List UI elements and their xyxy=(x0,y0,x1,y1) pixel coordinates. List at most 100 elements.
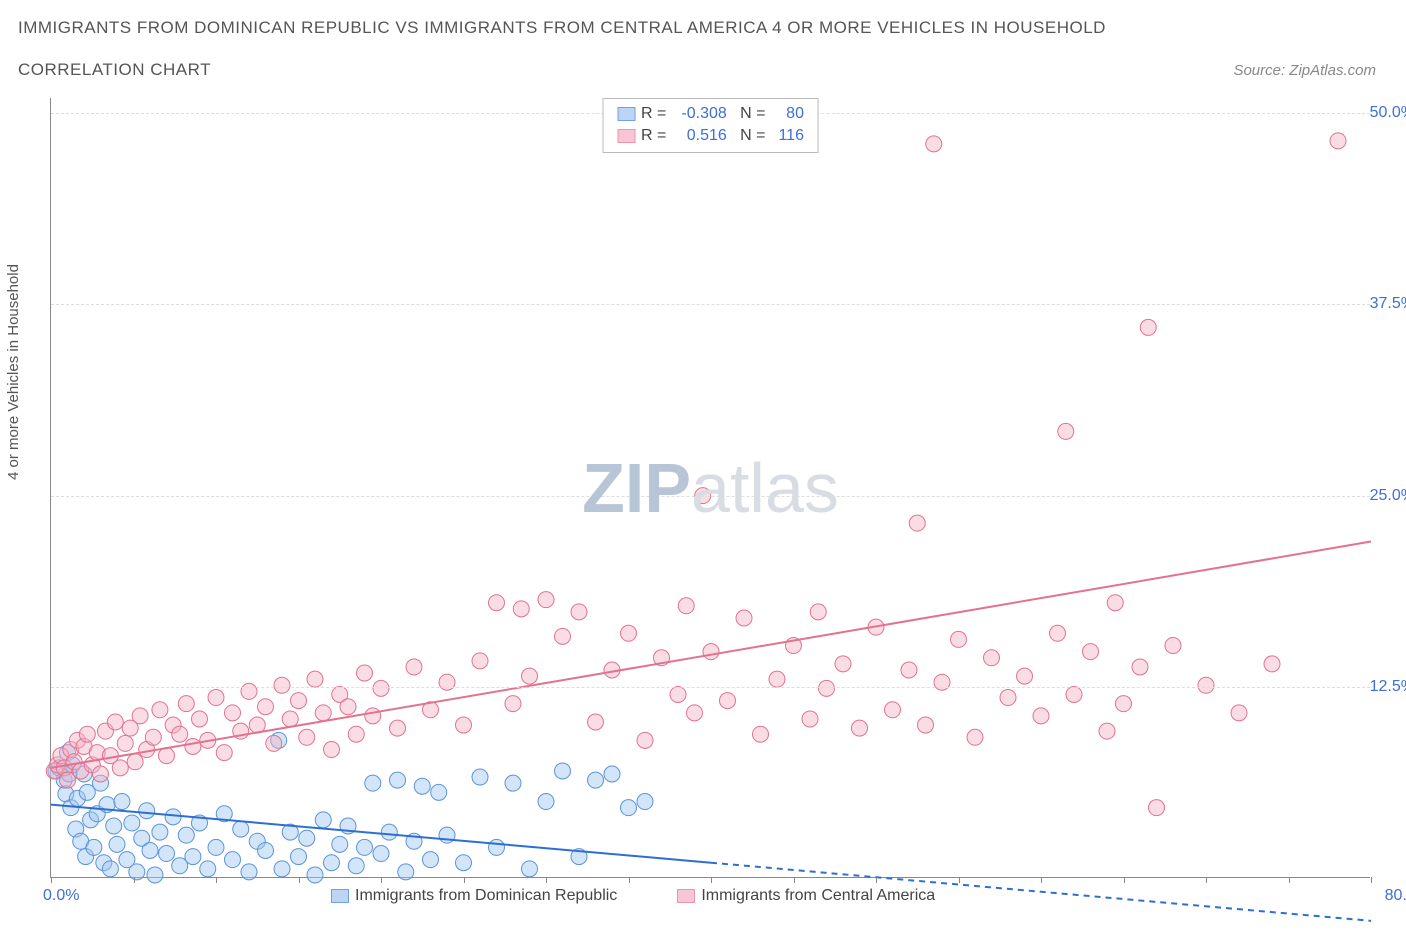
stats-legend-row: R = -0.308 N = 80 xyxy=(617,103,804,125)
scatter-point xyxy=(1050,625,1066,641)
scatter-point xyxy=(132,708,148,724)
scatter-point xyxy=(852,720,868,736)
x-tick-mark xyxy=(794,877,795,883)
scatter-point xyxy=(225,852,241,868)
chart-title-line2: CORRELATION CHART xyxy=(18,60,211,80)
y-tick-label: 37.5% xyxy=(1370,295,1406,313)
scatter-point xyxy=(538,794,554,810)
scatter-point xyxy=(736,610,752,626)
scatter-point xyxy=(489,839,505,855)
scatter-point xyxy=(365,775,381,791)
scatter-point xyxy=(114,794,130,810)
trend-line xyxy=(51,542,1371,768)
scatter-point xyxy=(348,726,364,742)
scatter-point xyxy=(274,677,290,693)
scatter-point xyxy=(909,515,925,531)
scatter-point xyxy=(216,745,232,761)
scatter-point xyxy=(1066,686,1082,702)
scatter-point xyxy=(819,680,835,696)
scatter-point xyxy=(769,671,785,687)
scatter-point xyxy=(901,662,917,678)
scatter-point xyxy=(588,714,604,730)
scatter-point xyxy=(233,821,249,837)
scatter-point xyxy=(208,839,224,855)
gridline-h xyxy=(51,687,1370,688)
y-axis-label: 4 or more Vehicles in Household xyxy=(5,264,22,480)
scatter-point xyxy=(107,714,123,730)
scatter-point xyxy=(185,849,201,865)
x-tick-mark xyxy=(1124,877,1125,883)
scatter-point xyxy=(282,711,298,727)
y-tick-label: 12.5% xyxy=(1370,678,1406,696)
scatter-point xyxy=(185,738,201,754)
scatter-point xyxy=(1033,708,1049,724)
scatter-point xyxy=(129,864,145,880)
scatter-point xyxy=(1058,423,1074,439)
x-tick-mark xyxy=(876,877,877,883)
x-tick-mark xyxy=(216,877,217,883)
stats-legend-row: R = 0.516 N = 116 xyxy=(617,125,804,147)
scatter-point xyxy=(315,705,331,721)
scatter-point xyxy=(621,625,637,641)
legend-n-label: N = xyxy=(740,127,765,144)
scatter-point xyxy=(145,729,161,745)
scatter-point xyxy=(340,699,356,715)
scatter-point xyxy=(1330,133,1346,149)
scatter-point xyxy=(835,656,851,672)
x-tick-mark xyxy=(546,877,547,883)
scatter-point xyxy=(1149,800,1165,816)
scatter-point xyxy=(390,772,406,788)
scatter-point xyxy=(885,702,901,718)
scatter-point xyxy=(258,842,274,858)
x-tick-mark xyxy=(134,877,135,883)
scatter-point xyxy=(703,644,719,660)
scatter-point xyxy=(86,839,102,855)
scatter-point xyxy=(1099,723,1115,739)
scatter-point xyxy=(571,604,587,620)
legend-r-value: -0.308 xyxy=(671,103,727,125)
gridline-h xyxy=(51,304,1370,305)
scatter-point xyxy=(522,861,538,877)
scatter-point xyxy=(258,699,274,715)
scatter-point xyxy=(274,861,290,877)
scatter-point xyxy=(373,846,389,862)
stats-legend: R = -0.308 N = 80R = 0.516 N = 116 xyxy=(602,98,819,153)
scatter-point xyxy=(1264,656,1280,672)
scatter-point xyxy=(365,708,381,724)
scatter-point xyxy=(810,604,826,620)
scatter-point xyxy=(414,778,430,794)
legend-r-value: 0.516 xyxy=(671,125,727,147)
scatter-point xyxy=(1107,595,1123,611)
legend-swatch xyxy=(617,107,635,121)
scatter-point xyxy=(687,705,703,721)
scatter-point xyxy=(1116,696,1132,712)
scatter-point xyxy=(637,732,653,748)
scatter-point xyxy=(307,867,323,883)
scatter-point xyxy=(439,674,455,690)
scatter-point xyxy=(152,702,168,718)
scatter-point xyxy=(505,696,521,712)
scatter-point xyxy=(489,595,505,611)
scatter-point xyxy=(423,852,439,868)
scatter-point xyxy=(522,668,538,684)
legend-n-label: N = xyxy=(740,105,765,122)
scatter-point xyxy=(381,824,397,840)
x-tick-mark xyxy=(299,877,300,883)
legend-swatch xyxy=(677,889,695,903)
chart-title-line1: IMMIGRANTS FROM DOMINICAN REPUBLIC VS IM… xyxy=(18,18,1106,38)
legend-r-label: R = xyxy=(641,105,666,122)
scatter-point xyxy=(926,136,942,152)
scatter-point xyxy=(604,766,620,782)
scatter-point xyxy=(106,818,122,834)
legend-swatch xyxy=(331,889,349,903)
plot-svg xyxy=(51,98,1371,878)
scatter-point xyxy=(208,690,224,706)
scatter-point xyxy=(1017,668,1033,684)
x-axis-max-label: 80.0% xyxy=(1385,887,1406,905)
scatter-point xyxy=(555,628,571,644)
y-tick-label: 50.0% xyxy=(1370,104,1406,122)
scatter-point xyxy=(398,864,414,880)
scatter-point xyxy=(720,693,736,709)
scatter-point xyxy=(588,772,604,788)
scatter-point xyxy=(505,775,521,791)
